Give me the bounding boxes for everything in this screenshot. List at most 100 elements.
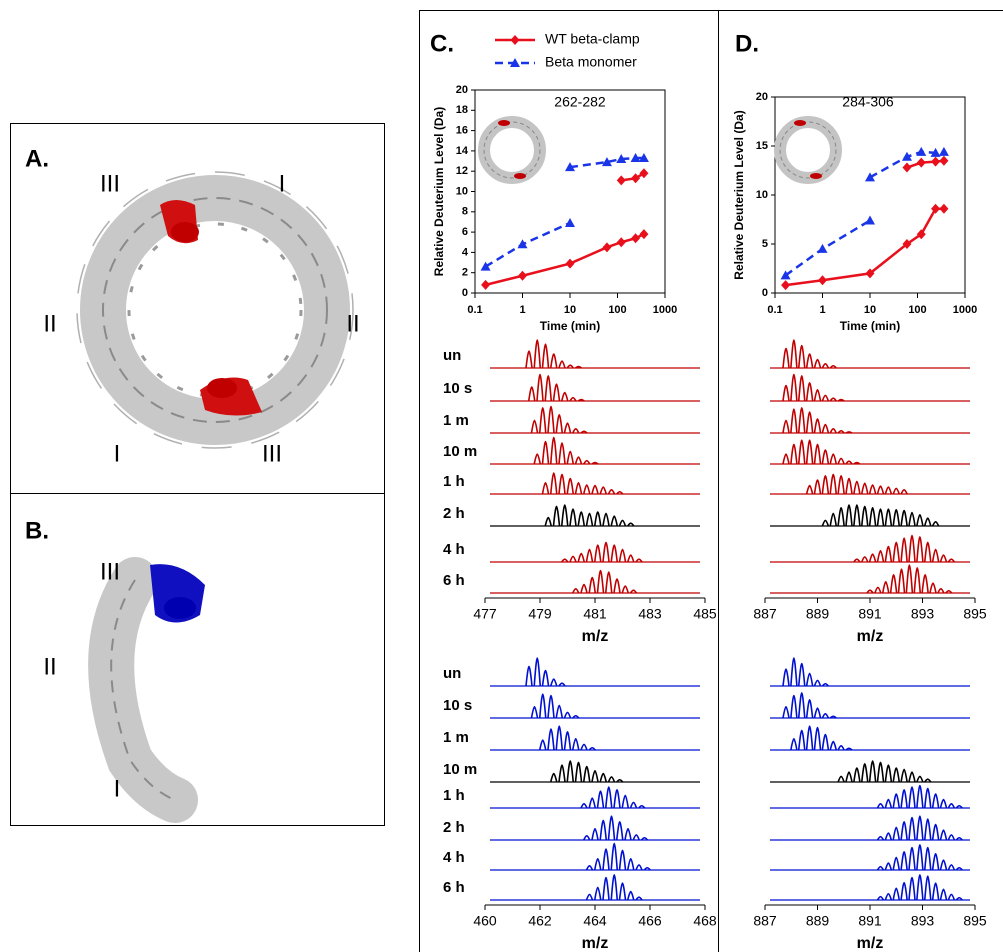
peak xyxy=(884,798,893,809)
peak xyxy=(558,442,566,465)
data-point xyxy=(939,203,949,214)
peak xyxy=(829,427,837,434)
peak xyxy=(860,505,869,527)
peak xyxy=(618,548,627,563)
data-point xyxy=(938,146,949,156)
x-axis-label: Time (min) xyxy=(540,319,600,333)
peak xyxy=(558,682,566,687)
data-point xyxy=(865,172,875,182)
peak xyxy=(782,384,790,402)
row-label: 10 s xyxy=(443,697,472,714)
peak xyxy=(618,849,627,871)
peak xyxy=(931,882,940,901)
ring-structure xyxy=(76,171,354,449)
y-tick-label: 16 xyxy=(456,125,468,137)
peak xyxy=(582,765,591,783)
peak xyxy=(640,836,649,841)
data-point xyxy=(818,275,827,286)
peak xyxy=(916,843,924,871)
peak xyxy=(790,737,798,751)
data-point xyxy=(639,229,649,240)
data-point xyxy=(916,157,926,168)
peak xyxy=(580,583,588,594)
data-point xyxy=(601,157,612,167)
peak xyxy=(782,419,790,434)
peak xyxy=(607,815,616,841)
panel-label: D. xyxy=(735,30,759,57)
peak xyxy=(621,794,630,809)
peak xyxy=(897,568,906,594)
peak xyxy=(884,764,893,783)
peak xyxy=(616,490,624,495)
peak xyxy=(616,778,624,783)
row-label: un xyxy=(443,665,461,682)
peak xyxy=(837,506,845,527)
peak xyxy=(937,587,945,594)
peak xyxy=(558,764,566,783)
peak xyxy=(931,852,940,871)
peak xyxy=(876,485,885,495)
peak xyxy=(876,895,885,901)
data-point xyxy=(901,151,912,161)
peak xyxy=(939,888,948,901)
peak xyxy=(900,537,908,563)
peak xyxy=(626,857,635,871)
peak xyxy=(585,893,594,901)
peak xyxy=(939,829,948,841)
row-label: 1 m xyxy=(443,412,469,429)
peak xyxy=(610,842,619,871)
x-tick-label: 464 xyxy=(583,913,607,929)
peak xyxy=(837,429,845,434)
chart-title: 284-306 xyxy=(842,94,894,110)
peak xyxy=(533,339,542,369)
peak xyxy=(610,544,619,563)
y-axis-label: Relative Deuterium Level (Da) xyxy=(732,110,746,279)
domain-label: II xyxy=(346,310,359,337)
peak xyxy=(593,886,602,901)
row-label: 1 h xyxy=(443,787,465,804)
inset-structure xyxy=(478,116,546,184)
peak xyxy=(582,484,591,495)
chart-title: 262-282 xyxy=(554,94,606,110)
peak xyxy=(533,657,542,687)
peak xyxy=(905,564,914,594)
peak xyxy=(805,439,814,465)
peak xyxy=(569,396,577,402)
peak xyxy=(580,430,588,434)
peak xyxy=(837,457,845,465)
peak xyxy=(577,552,586,563)
peak xyxy=(908,816,916,841)
x-tick-label: 0.1 xyxy=(767,304,782,316)
peak xyxy=(572,427,580,434)
x-tick-label: 485 xyxy=(693,606,717,622)
peak xyxy=(541,481,550,495)
peak xyxy=(884,545,893,563)
legend-marker xyxy=(510,58,520,67)
peak xyxy=(892,487,901,495)
peak xyxy=(574,456,583,465)
domain-label: II xyxy=(43,310,56,337)
peak xyxy=(591,769,599,783)
peak xyxy=(618,519,627,527)
peak xyxy=(561,558,569,563)
x-tick-label: 889 xyxy=(806,913,830,929)
peak xyxy=(591,461,599,465)
peak xyxy=(813,358,822,369)
x-tick-label: 891 xyxy=(858,606,882,622)
peak xyxy=(593,544,602,563)
peak xyxy=(797,662,806,687)
peak xyxy=(805,381,814,402)
y-tick-label: 20 xyxy=(456,84,468,96)
data-point xyxy=(616,237,626,248)
peak xyxy=(618,882,627,901)
row-label: 2 h xyxy=(443,819,465,836)
peak xyxy=(947,893,956,901)
peak xyxy=(923,517,932,527)
peak xyxy=(947,834,956,841)
peak xyxy=(547,728,555,751)
peak xyxy=(853,480,861,495)
peak xyxy=(939,554,948,563)
x-tick-label: 889 xyxy=(806,606,830,622)
peak xyxy=(575,365,582,369)
